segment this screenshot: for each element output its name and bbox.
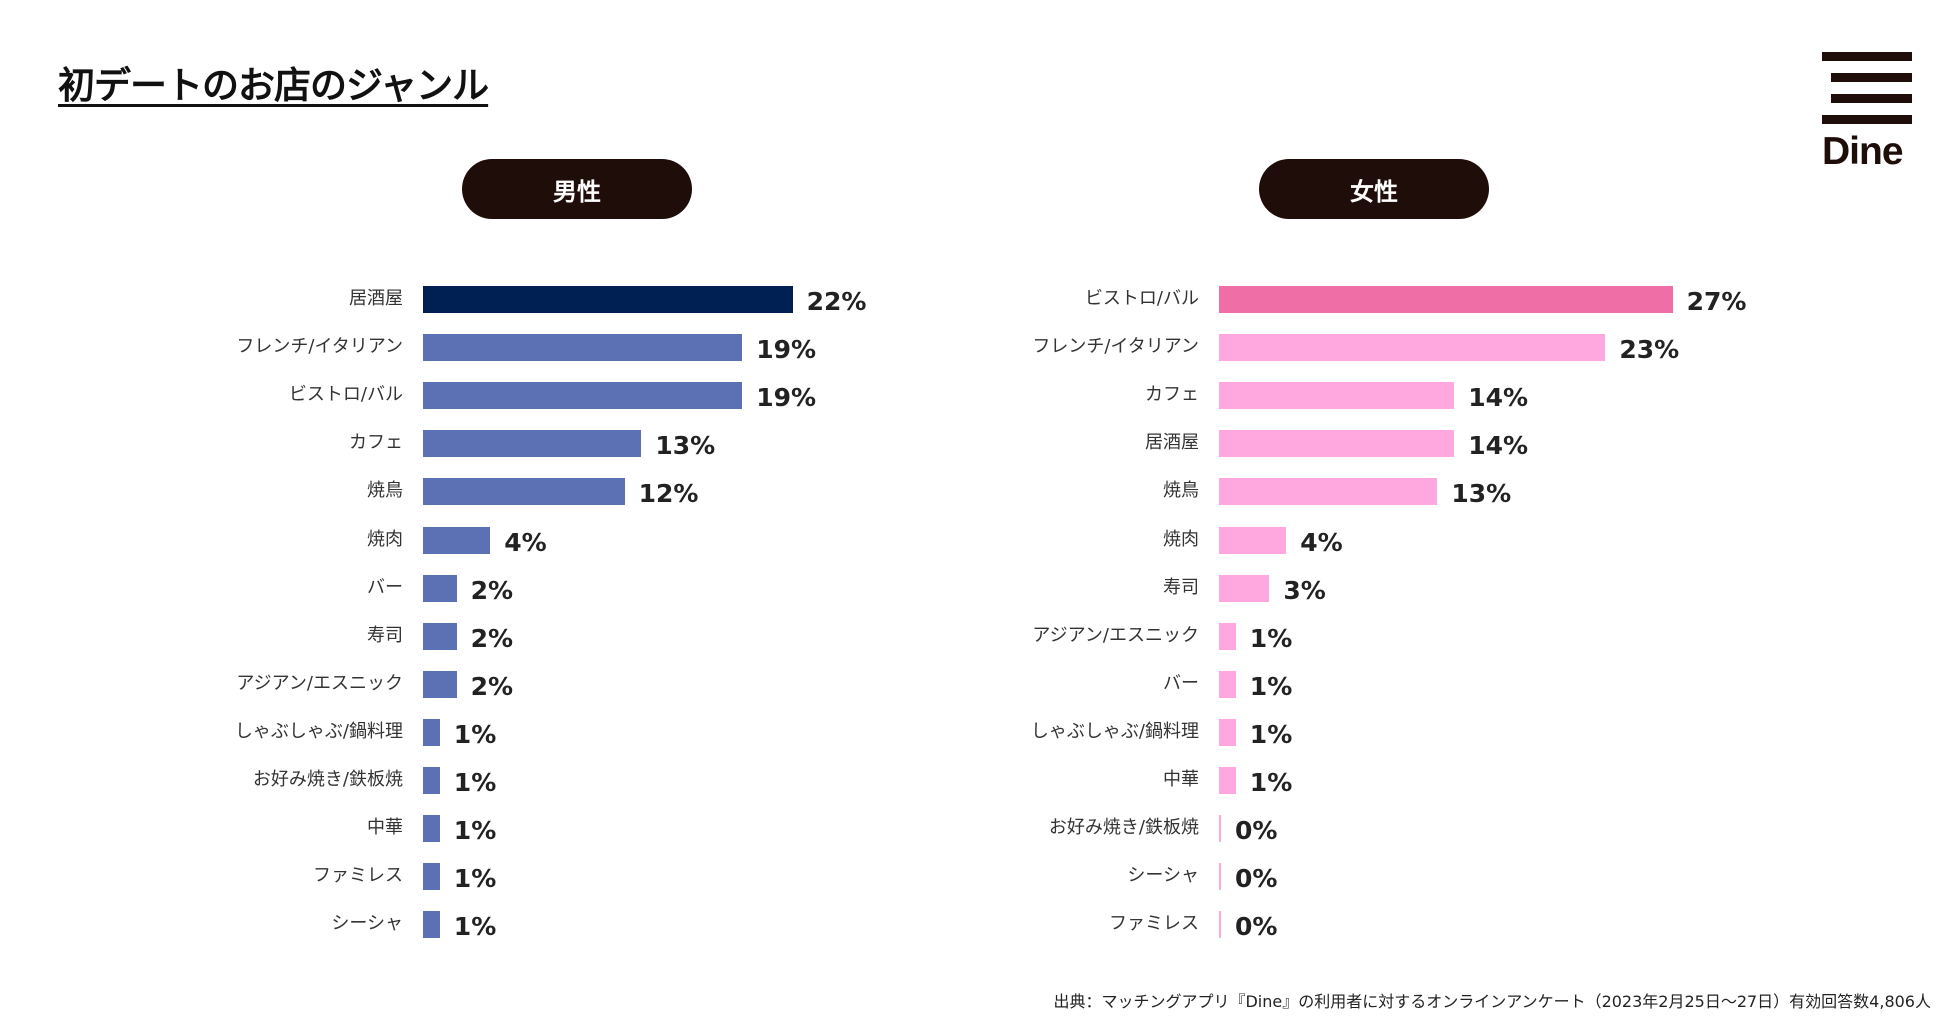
male-value-label: 1% [453, 864, 497, 894]
female-bar [1219, 574, 1270, 602]
female-value-label: 13% [1451, 479, 1512, 509]
female-category-label: しゃぶしゃぶ/鍋料理 [1030, 720, 1199, 742]
male-value-label: 12% [638, 479, 699, 509]
male-category-label: ファミレス [313, 865, 403, 887]
male-value-label: 2% [470, 623, 514, 653]
male-category-label: しゃぶしゃぶ/鍋料理 [234, 720, 403, 742]
male-category-label: お好み焼き/鉄板焼 [252, 769, 403, 790]
female-category-label: ビストロ/バル [1084, 288, 1199, 309]
female-value-label: 1% [1249, 719, 1293, 749]
male-category-label: シーシャ [331, 913, 403, 935]
male-bar [423, 718, 440, 746]
female-value-label: 0% [1235, 912, 1278, 942]
male-bar [423, 767, 440, 794]
female-category-label: 居酒屋 [1145, 432, 1199, 454]
female-category-label: アジアン/エスニック [1032, 624, 1199, 646]
male-category-label: カフェ [349, 432, 403, 454]
female-category-label: フレンチ/イタリアン [1032, 336, 1199, 358]
male-category-label: 中華 [367, 817, 403, 839]
female-category-label: 中華 [1163, 769, 1199, 790]
male-value-label: 22% [806, 287, 867, 316]
male-category-label: フレンチ/イタリアン [236, 336, 403, 358]
female-bar [1219, 622, 1236, 650]
male-category-label: ビストロ/バル [288, 384, 403, 406]
male-category-label: 寿司 [367, 624, 403, 646]
female-category-label: シーシャ [1127, 865, 1199, 887]
male-value-label: 2% [470, 575, 514, 605]
female-category-label: バー [1163, 672, 1199, 694]
male-category-label: アジアン/エスニック [236, 672, 403, 694]
female-chart-title: 女性 [1259, 159, 1489, 219]
male-bar [423, 911, 440, 939]
male-value-label: 19% [756, 383, 817, 413]
female-category-label: 焼鳥 [1163, 480, 1199, 502]
page-title: 初デートのお店のジャンル [58, 64, 489, 107]
female-value-label: 1% [1249, 623, 1293, 653]
female-value-label: 23% [1619, 335, 1680, 365]
male-bar [423, 430, 642, 458]
logo-stripe [1831, 73, 1912, 82]
male-bar [423, 670, 457, 698]
female-bar [1219, 670, 1236, 698]
female-value-label: 4% [1300, 527, 1343, 557]
male-category-label: 焼鳥 [367, 480, 403, 502]
male-bar [423, 478, 625, 506]
male-chart-title: 男性 [462, 159, 692, 219]
male-value-label: 2% [470, 671, 514, 701]
male-bar [423, 622, 457, 650]
female-value-label: 0% [1235, 816, 1278, 846]
female-value-label: 0% [1235, 864, 1278, 894]
male-bar [423, 863, 440, 891]
logo-text: Dine [1822, 130, 1904, 173]
male-value-label: 19% [756, 335, 817, 365]
male-value-label: 1% [453, 816, 497, 846]
logo-stripe [1831, 94, 1912, 103]
female-bar [1219, 767, 1236, 794]
female-value-label: 14% [1468, 383, 1529, 413]
male-category-label: 焼肉 [367, 528, 403, 550]
female-bar [1219, 911, 1221, 939]
footnote: 出典：マッチングアプリ『Dine』の利用者に対するオンラインアンケート（2023… [1053, 992, 1931, 1011]
male-bar [423, 382, 743, 410]
male-category-label: 居酒屋 [349, 288, 403, 309]
male-bar [423, 815, 440, 843]
male-bar [423, 574, 457, 602]
logo-stripe [1822, 115, 1912, 124]
female-value-label: 14% [1468, 431, 1529, 461]
female-value-label: 3% [1283, 575, 1326, 605]
male-bar [423, 334, 743, 362]
female-category-label: ファミレス [1109, 913, 1199, 935]
female-bar [1219, 430, 1455, 458]
male-bar [423, 286, 793, 313]
female-bar [1219, 286, 1673, 313]
male-value-label: 4% [504, 527, 547, 557]
female-value-label: 1% [1249, 671, 1293, 701]
female-bar [1219, 334, 1606, 362]
female-bar [1219, 863, 1221, 891]
dine-logo: Dine [1822, 52, 1912, 174]
female-bar [1219, 478, 1438, 506]
female-category-label: カフェ [1145, 384, 1199, 406]
male-value-label: 1% [453, 768, 497, 797]
female-bar [1219, 815, 1221, 843]
female-bar [1219, 382, 1455, 410]
male-value-label: 1% [453, 719, 497, 749]
female-category-label: 寿司 [1163, 576, 1199, 598]
female-bar [1219, 526, 1287, 554]
female-category-label: お好み焼き/鉄板焼 [1048, 817, 1199, 839]
female-bar [1219, 718, 1236, 746]
male-bar [423, 526, 491, 554]
female-value-label: 27% [1686, 287, 1747, 316]
female-category-label: 焼肉 [1163, 528, 1199, 550]
male-category-label: バー [367, 576, 403, 598]
female-value-label: 1% [1249, 768, 1293, 797]
male-value-label: 13% [655, 431, 716, 461]
logo-stripe [1822, 52, 1912, 61]
male-value-label: 1% [453, 912, 497, 942]
